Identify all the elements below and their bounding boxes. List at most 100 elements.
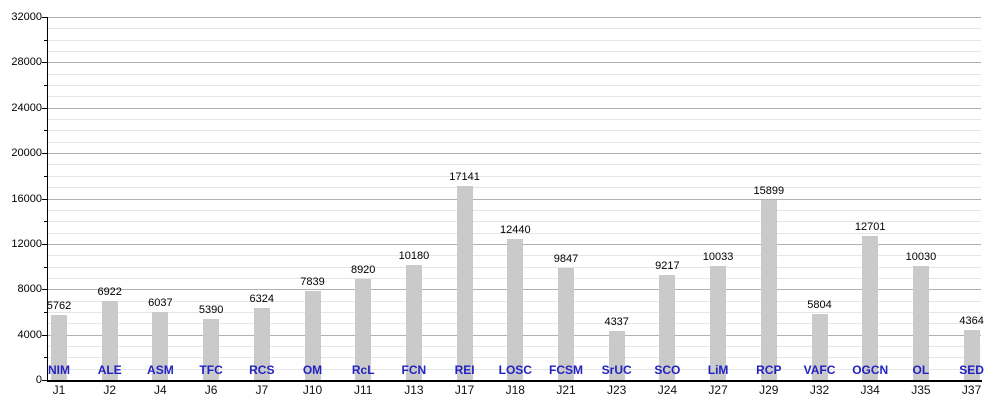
gridline-minor	[48, 130, 981, 132]
bar-club-label: TFC	[199, 363, 223, 377]
x-axis-line	[47, 380, 982, 382]
gridline-minor	[48, 175, 981, 177]
x-tick-label: J21	[556, 383, 576, 397]
bar-J37	[963, 330, 980, 380]
y-tick-label: 12000	[11, 237, 42, 250]
bar-value-label: 12701	[854, 220, 886, 233]
bar-J27	[710, 266, 727, 380]
y-tick-label: 24000	[11, 101, 42, 114]
y-axis-tick	[44, 311, 47, 313]
gridline-major	[48, 153, 981, 155]
bar-value-label: 6037	[148, 296, 173, 309]
bar-J10	[304, 291, 321, 380]
x-tick-label: J7	[255, 383, 269, 397]
bar-club-label: RCP	[756, 363, 782, 377]
bar-club-label: ASM	[147, 363, 174, 377]
bar-club-label: LOSC	[498, 363, 532, 377]
bar-value-label: 5804	[807, 299, 832, 312]
gridline-minor	[48, 28, 981, 30]
bar-value-label: 5390	[198, 303, 224, 316]
bar-value-label: 9847	[553, 253, 579, 266]
bar-J23	[608, 330, 625, 380]
bar-J17	[456, 185, 473, 380]
x-tick-label: J37	[961, 383, 982, 397]
x-tick-label: J18	[505, 383, 525, 397]
gridline-minor	[48, 187, 981, 189]
bar-club-label: SCO	[654, 363, 681, 377]
x-tick-label: J24	[657, 383, 678, 397]
bar-club-label: FCN	[401, 363, 427, 377]
y-axis-tick	[44, 221, 47, 223]
bar-club-label: SED	[959, 363, 984, 377]
x-tick-label: J2	[103, 383, 117, 397]
bar-J13	[405, 264, 422, 380]
bar-club-label: OGCN	[852, 363, 889, 377]
bar-J6	[203, 318, 220, 380]
y-tick-label: 8000	[17, 283, 42, 296]
gridline-minor	[48, 209, 981, 211]
bar-club-label: RcL	[351, 363, 375, 377]
bar-J1	[51, 314, 67, 380]
bar-value-label: 12440	[500, 223, 531, 236]
x-tick-label: J34	[860, 383, 880, 397]
y-tick-label: 28000	[11, 56, 42, 69]
gridline-minor	[48, 119, 981, 121]
y-axis-tick	[42, 17, 47, 18]
bar-value-label: 9217	[655, 260, 680, 273]
bar-club-label: OL	[912, 363, 930, 377]
y-axis-tick	[44, 85, 47, 87]
bar-value-label: 6922	[97, 286, 122, 299]
y-tick-label: 16000	[11, 192, 42, 205]
y-axis-tick	[44, 130, 47, 132]
bar-club-label: LiM	[707, 363, 729, 377]
y-tick-label: 32000	[11, 11, 42, 23]
bar-value-label: 15899	[753, 184, 785, 197]
bar-J18	[507, 238, 524, 380]
bar-value-label: 5762	[46, 299, 72, 312]
bar-J11	[355, 278, 372, 380]
bar-J7	[253, 308, 270, 380]
bar-value-label: 10033	[702, 251, 734, 264]
y-axis-tick	[42, 62, 47, 64]
gridline-minor	[48, 232, 981, 234]
x-tick-label: J23	[607, 383, 627, 397]
y-axis-tick	[42, 153, 47, 155]
y-axis-tick	[42, 107, 47, 109]
x-tick-label: J11	[353, 383, 373, 397]
y-axis-tick	[44, 175, 47, 177]
bar-J32	[811, 314, 828, 380]
bar-J21	[558, 268, 574, 380]
gridline-minor	[48, 141, 981, 143]
gridline-minor	[48, 164, 981, 166]
bar-J4	[152, 311, 169, 380]
bar-club-label: OM	[302, 363, 323, 377]
bar-club-label: ALE	[97, 363, 122, 377]
x-tick-label: J27	[708, 383, 728, 397]
bar-J2	[101, 301, 118, 380]
y-axis-tick	[42, 334, 47, 336]
y-tick-label: 0	[35, 374, 42, 386]
x-tick-label: J13	[404, 383, 424, 397]
bar-club-label: FCSM	[549, 363, 583, 377]
x-tick-label: J17	[454, 383, 475, 397]
y-axis-tick	[42, 198, 47, 200]
bar-value-label: 4364	[959, 315, 984, 328]
gridline-minor	[48, 39, 981, 41]
gridline-minor	[48, 96, 981, 98]
bar-club-label: RCS	[249, 363, 275, 377]
bar-value-label: 17141	[449, 170, 480, 183]
y-axis-tick	[42, 243, 47, 245]
x-tick-label: J10	[302, 383, 323, 397]
y-tick-label: 20000	[11, 147, 42, 160]
y-axis-tick	[42, 380, 47, 381]
gridline-minor	[48, 73, 981, 75]
x-tick-label: J35	[911, 383, 931, 397]
gridline-minor	[48, 85, 981, 87]
bar-value-label: 10180	[398, 249, 430, 262]
y-axis-tick	[42, 289, 47, 291]
bar-value-label: 10030	[905, 251, 937, 264]
gridline-major	[48, 17, 981, 18]
bar-J29	[760, 199, 777, 380]
y-tick-label: 4000	[17, 328, 42, 341]
